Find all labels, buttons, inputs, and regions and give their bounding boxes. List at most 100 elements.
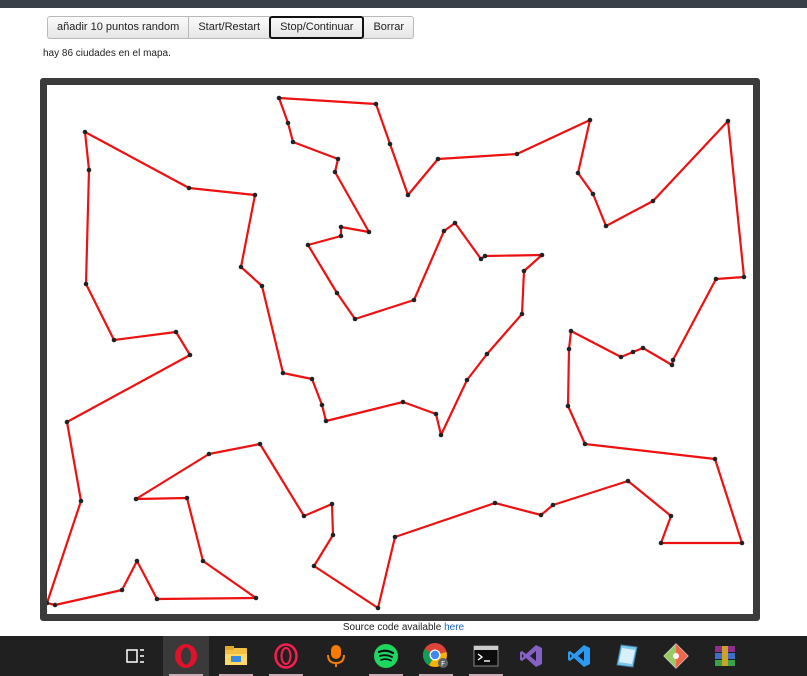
city-point [285,120,291,126]
start-restart-button[interactable]: Start/Restart [188,16,271,39]
city-point [392,534,398,540]
add-random-points-button[interactable]: añadir 10 puntos random [47,16,190,39]
source-code-footer: Source code available here [0,622,807,633]
city-point [47,600,50,606]
city-point [276,95,282,101]
city-point [335,156,341,162]
city-point [200,558,206,564]
city-point [252,192,258,198]
city-point [257,441,263,447]
city-point [186,185,192,191]
city-point [82,129,88,135]
city-point [575,170,581,176]
city-point [411,297,417,303]
route-path [47,96,746,610]
city-point [538,512,544,518]
city-point [640,345,646,351]
city-point [658,540,664,546]
city-point [514,151,520,157]
spotify-icon[interactable] [363,636,409,676]
map-canvas[interactable] [47,85,753,614]
taskbar: F [0,636,807,676]
city-point [587,117,593,123]
city-point [438,432,444,438]
city-point [565,403,571,409]
city-point [739,540,745,546]
city-point [290,139,296,145]
city-point [375,605,381,611]
city-point [670,357,676,363]
city-point [650,198,656,204]
city-point [352,316,358,322]
city-point [311,563,317,569]
git-app-icon[interactable] [653,636,699,676]
city-point [206,451,212,457]
city-point [441,228,447,234]
city-point [464,377,470,383]
task-view-icon[interactable] [112,636,158,676]
city-point [519,311,525,317]
city-point [712,456,718,462]
city-point [603,223,609,229]
city-point [305,242,311,248]
notepad-app-icon[interactable] [604,636,650,676]
city-point [52,602,58,608]
city-point [582,441,588,447]
city-point [309,376,315,382]
city-point [625,478,631,484]
city-point [539,252,545,258]
city-point [259,283,265,289]
city-point [134,558,140,564]
city-point [435,156,441,162]
city-point [478,256,484,262]
city-point [133,496,139,502]
city-point [173,329,179,335]
city-point [521,268,527,274]
city-point [338,224,344,230]
city-point [405,192,411,198]
city-point [630,349,636,355]
city-point [280,370,286,376]
city-point [319,402,325,408]
city-point [83,281,89,287]
city-point [366,229,372,235]
city-point [323,418,329,424]
opera-gx-icon[interactable] [263,636,309,676]
city-point [253,595,259,601]
svg-text:F: F [441,660,445,668]
city-point [725,118,731,124]
vscode-icon[interactable] [556,636,602,676]
city-point [301,513,307,519]
city-point [568,328,574,334]
chrome-icon[interactable]: F [413,636,459,676]
city-point [334,290,340,296]
source-code-link[interactable]: here [444,622,465,633]
source-code-text: Source code available [342,622,445,633]
clear-button[interactable]: Borrar [363,16,415,39]
city-point [86,167,92,173]
toolbar: añadir 10 puntos random Start/Restart St… [47,16,415,39]
winrar-icon[interactable] [702,636,748,676]
city-point [713,276,719,282]
city-count-text: hay 86 ciudades en el mapa. [43,48,171,59]
city-point [669,362,675,368]
stop-continue-button[interactable]: Stop/Continuar [269,16,365,39]
city-point [590,191,596,197]
city-point [78,498,84,504]
city-point [550,502,556,508]
city-point [618,354,624,360]
city-point [154,596,160,602]
opera-browser-icon[interactable] [163,636,209,676]
city-point [433,411,439,417]
city-point [64,419,70,425]
city-point [111,337,117,343]
city-point [184,495,190,501]
city-point [329,501,335,507]
map-canvas-frame [40,78,760,621]
file-explorer-icon[interactable] [213,636,259,676]
microphone-app-icon[interactable] [313,636,359,676]
cities-layer [47,95,747,611]
visual-studio-icon[interactable] [508,636,554,676]
city-point [338,233,344,239]
terminal-icon[interactable] [463,636,509,676]
